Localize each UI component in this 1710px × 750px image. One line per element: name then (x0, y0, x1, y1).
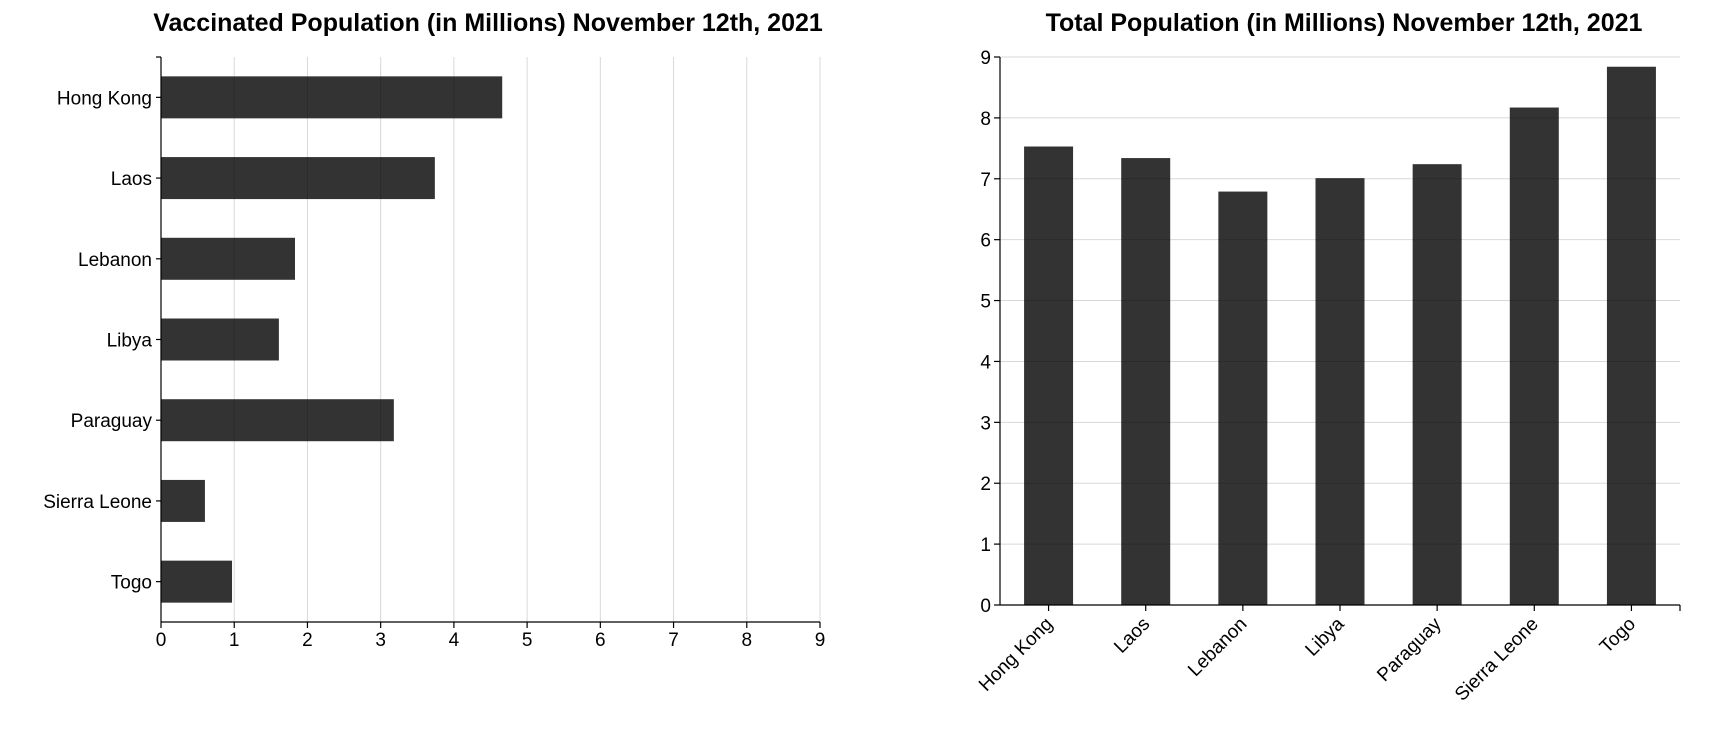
y-tick-label: 5 (980, 292, 991, 313)
bar (1606, 66, 1656, 605)
bars (1024, 66, 1656, 606)
x-tick-label: Paraguay (1373, 613, 1446, 686)
y-tick-label: 0 (980, 596, 991, 617)
y-tick-label: Libya (107, 331, 153, 352)
y-tick-label: 2 (980, 474, 991, 495)
bar (1412, 164, 1462, 606)
x-tick-label: 1 (229, 630, 240, 651)
y-tick-label: 3 (980, 413, 991, 434)
y-tick-label: 7 (980, 170, 991, 191)
bar (161, 237, 295, 280)
bar (161, 479, 205, 522)
x-tick-label: 2 (302, 630, 313, 651)
vaccinated-population-chart: Vaccinated Population (in Millions) Nove… (43, 9, 825, 651)
x-tick-label: Lebanon (1184, 614, 1251, 681)
chart-title: Vaccinated Population (in Millions) Nove… (153, 9, 823, 37)
bars (161, 76, 503, 603)
bar (161, 76, 503, 119)
x-tick-label: 3 (375, 630, 386, 651)
y-tick-label: 6 (980, 231, 991, 252)
value-axis: 0 1 2 3 4 5 6 7 8 9 (156, 621, 826, 651)
y-tick-label: Hong Kong (57, 88, 152, 109)
x-tick-label: 7 (668, 630, 679, 651)
x-tick-label: 5 (522, 630, 533, 651)
y-tick-label: Togo (111, 573, 152, 594)
value-axis: 0 1 2 3 4 5 6 7 8 9 (980, 48, 1001, 617)
chart-title: Total Population (in Millions) November … (1046, 9, 1643, 37)
x-tick-label: Sierra Leone (1451, 614, 1543, 706)
bar (161, 157, 435, 200)
y-tick-label: Sierra Leone (43, 492, 152, 513)
bar (1218, 191, 1268, 605)
bar (1509, 107, 1559, 605)
x-tick-label: Togo (1596, 614, 1640, 658)
x-tick-label: Libya (1302, 613, 1349, 660)
y-tick-label: Lebanon (78, 250, 152, 271)
total-population-chart: Total Population (in Millions) November … (975, 9, 1681, 706)
category-axis: Hong Kong Laos Lebanon Libya Paraguay Sierra … (43, 56, 162, 622)
y-tick-label: Paraguay (71, 411, 153, 432)
y-tick-label: 1 (980, 535, 991, 556)
x-tick-label: 9 (815, 630, 826, 651)
gridlines (233, 57, 821, 622)
x-tick-label: Laos (1110, 614, 1154, 658)
x-tick-label: 6 (595, 630, 606, 651)
x-tick-label: 4 (449, 630, 460, 651)
x-tick-label: Hong Kong (975, 614, 1057, 696)
y-tick-label: Laos (111, 169, 152, 190)
bar (161, 399, 394, 442)
bar (161, 560, 233, 603)
bar (1315, 178, 1365, 605)
bar (1024, 146, 1074, 606)
y-tick-label: 4 (980, 352, 991, 373)
x-tick-label: 0 (156, 630, 167, 651)
bar (1121, 158, 1171, 605)
bar (161, 318, 279, 361)
y-tick-label: 8 (980, 109, 991, 130)
x-tick-label: 8 (741, 630, 752, 651)
y-tick-label: 9 (980, 48, 991, 69)
